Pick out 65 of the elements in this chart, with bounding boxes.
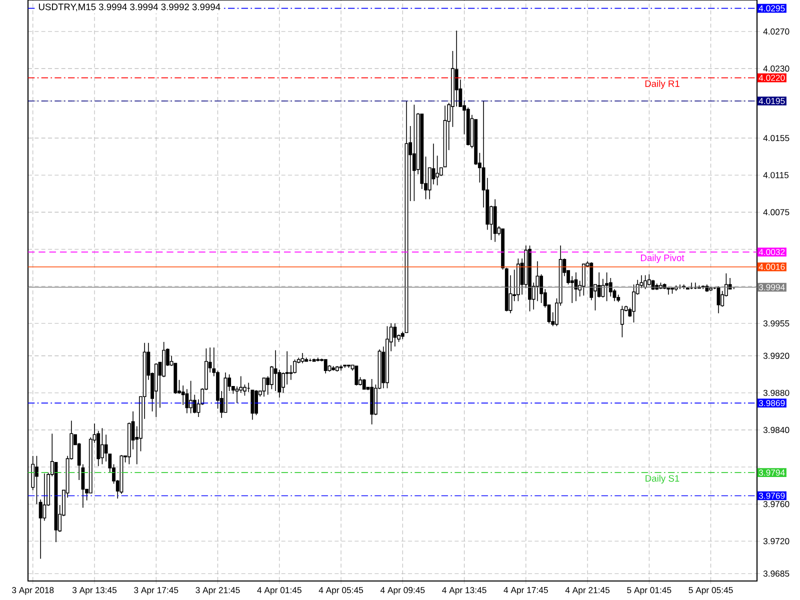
y-tick-label: 3.9720	[763, 538, 790, 544]
ref-line-label: 3.9869	[758, 400, 785, 406]
candlestick	[324, 359, 328, 374]
y-tick-label: 4.0270	[763, 28, 790, 35]
ref-line-label: 4.0295	[758, 5, 785, 12]
x-tick-label: 4 Apr 05:45	[318, 587, 364, 595]
candlestick	[412, 104, 416, 202]
candlestick	[354, 366, 358, 386]
candlestick	[31, 456, 35, 491]
annotation: Daily Pivot	[640, 254, 684, 264]
x-tick-label: 5 Apr 05:45	[688, 587, 733, 595]
candlestick	[100, 428, 104, 465]
y-tick-label: 4.0075	[763, 209, 790, 216]
candlestick	[362, 378, 366, 390]
candlestick	[597, 272, 601, 298]
ref-line-label: 3.9794	[758, 470, 785, 476]
x-tick-label: 5 Apr 01:45	[627, 587, 672, 595]
x-tick-label: 4 Apr 13:45	[442, 587, 486, 595]
candlestick	[454, 30, 458, 107]
ref-line-label: 4.0195	[758, 98, 785, 104]
candlestick	[620, 305, 624, 338]
candlestick	[605, 272, 609, 302]
y-tick-label: 4.0230	[763, 66, 790, 72]
candlestick	[666, 288, 670, 296]
x-tick-label: 4 Apr 09:45	[380, 587, 425, 595]
candlestick	[289, 364, 293, 380]
candlestick	[582, 264, 586, 296]
y-tick-label: 3.9920	[763, 352, 790, 359]
y-tick-label: 3.9685	[763, 570, 790, 577]
y-tick-label: 4.0115	[763, 172, 789, 178]
candlestick	[647, 274, 651, 286]
candlestick	[300, 352, 304, 364]
x-tick-label: 3 Apr 2018	[12, 587, 54, 595]
ref-line-label: 3.9769	[758, 492, 785, 499]
candlestick	[42, 473, 46, 522]
candlestick	[608, 278, 612, 297]
x-tick-label: 4 Apr 17:45	[504, 587, 548, 595]
candlestick	[644, 274, 648, 290]
annotation: Daily R1	[645, 80, 680, 89]
ref-line-label: 3.9994	[758, 284, 785, 290]
annotation: Daily S1	[646, 474, 680, 484]
candlestick	[632, 284, 636, 323]
y-tick-label: 3.9880	[763, 390, 790, 396]
y-tick-label: 3.9760	[763, 501, 790, 508]
ref-line-label: 4.0032	[758, 248, 785, 256]
candlestick	[393, 322, 397, 347]
x-tick-label: 4 Apr 01:45	[257, 587, 302, 595]
candlestick	[262, 378, 266, 397]
x-tick-label: 3 Apr 13:45	[72, 587, 117, 595]
candlestick	[35, 456, 38, 504]
y-tick-label: 3.9955	[763, 320, 790, 326]
candlestick	[436, 155, 440, 186]
x-tick-label: 3 Apr 17:45	[134, 587, 178, 595]
chart-title: USDTRY,M15 3.9994 3.9994 3.9992 3.9994	[38, 4, 220, 12]
x-tick-label: 4 Apr 21:45	[565, 587, 610, 595]
candlestick	[601, 278, 605, 298]
candlestick	[185, 388, 189, 414]
candlestick	[254, 390, 258, 416]
y-tick-label: 4.0155	[763, 135, 790, 142]
ref-line-label: 4.0220	[758, 74, 785, 81]
candlestick	[192, 394, 196, 414]
y-tick-label: 3.9840	[763, 426, 790, 434]
ref-line-label: 4.0016	[758, 264, 785, 270]
candlestick	[285, 350, 289, 385]
x-tick-label: 3 Apr 21:45	[196, 587, 240, 595]
